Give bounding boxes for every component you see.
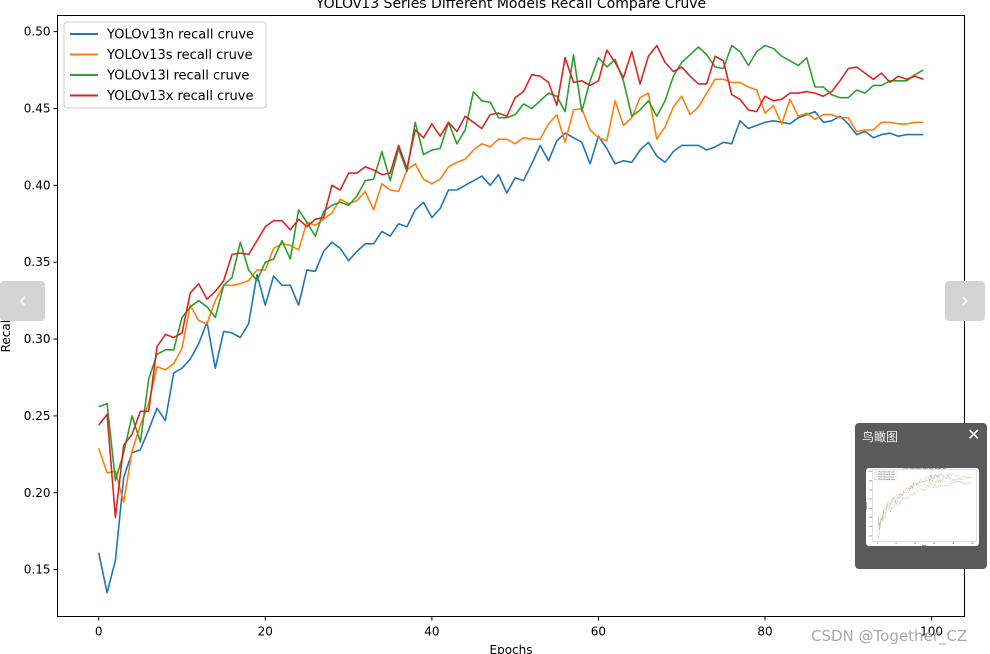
series-line-1 bbox=[97, 78, 924, 503]
y-tick-label: 0.30 bbox=[24, 332, 51, 346]
x-tick-label: 100 bbox=[920, 625, 943, 639]
x-tick-label: 0 bbox=[95, 625, 103, 639]
axis-ticks: 0 20 40 60 80 100 0.15 0.20 0.25 0.30 0.35 0.40 0.45… bbox=[24, 25, 943, 639]
series-line-3 bbox=[98, 44, 924, 519]
y-axis-label: RecallValue bbox=[866, 502, 868, 510]
series-line-3 bbox=[877, 473, 972, 530]
y-tick-label: 0.30 bbox=[869, 508, 872, 510]
y-tick-label: 0.35 bbox=[869, 499, 872, 501]
series-line-2 bbox=[877, 473, 972, 526]
overview-title: 鸟瞰图 bbox=[862, 430, 899, 444]
series-lines bbox=[97, 44, 924, 594]
x-tick-label: 60 bbox=[591, 625, 606, 639]
thumbnail-chart: YOLOv13 Series Different Models Recall C… bbox=[866, 468, 977, 546]
series-line-0 bbox=[97, 110, 924, 594]
x-axis-label: Epochs bbox=[922, 545, 927, 546]
legend-box bbox=[63, 21, 267, 109]
legend-entry: YOLOv13s recall cruve bbox=[106, 48, 253, 63]
legend-entry: YOLOv13x recall cruve bbox=[106, 89, 254, 104]
legend: YOLOv13n recall cruve YOLOv13s recall cru… bbox=[63, 21, 267, 109]
y-tick-label: 0.45 bbox=[869, 480, 872, 482]
previous-image-button[interactable]: ‹ bbox=[0, 281, 45, 321]
x-tick-label: 60 bbox=[933, 543, 935, 545]
x-tick-label: 40 bbox=[914, 543, 916, 545]
y-tick-label: 0.35 bbox=[24, 255, 51, 269]
legend-entry: YOLOv13n recall cruve bbox=[106, 28, 254, 43]
y-tick-label: 0.20 bbox=[869, 526, 872, 528]
y-tick-label: 0.25 bbox=[869, 517, 872, 519]
legend-box bbox=[873, 470, 897, 481]
overview-thumbnail[interactable]: YOLOv13 Series Different Models Recall C… bbox=[866, 468, 979, 546]
chevron-left-icon: ‹ bbox=[18, 288, 27, 312]
x-tick-label: 20 bbox=[895, 543, 897, 545]
axis-ticks: 0 20 40 60 80 100 0.15 0.20 0.25 0.30 0.35 0.40 0.45… bbox=[869, 471, 974, 545]
y-tick-label: 0.25 bbox=[24, 409, 51, 423]
close-icon[interactable]: ✕ bbox=[967, 425, 981, 444]
y-tick-label: 0.15 bbox=[869, 535, 872, 537]
x-axis-label: Epochs bbox=[490, 643, 533, 654]
x-tick-label: 100 bbox=[971, 543, 974, 545]
y-tick-label: 0.15 bbox=[24, 563, 51, 577]
x-tick-label: 0 bbox=[877, 543, 878, 545]
next-image-button[interactable]: › bbox=[945, 281, 985, 321]
x-tick-label: 80 bbox=[952, 543, 954, 545]
y-tick-label: 0.40 bbox=[24, 178, 51, 192]
series-lines bbox=[877, 473, 972, 539]
plot-frame bbox=[872, 469, 977, 542]
y-tick-label: 0.50 bbox=[24, 25, 51, 39]
y-tick-label: 0.40 bbox=[869, 490, 872, 492]
x-tick-label: 80 bbox=[757, 625, 772, 639]
chart-title: YOLOv13 Series Different Models Recall C… bbox=[902, 468, 946, 470]
y-tick-label: 0.45 bbox=[24, 101, 51, 115]
legend-entry: YOLOv13l recall cruve bbox=[106, 69, 249, 84]
y-tick-label: 0.50 bbox=[869, 471, 872, 473]
y-tick-label: 0.20 bbox=[24, 486, 51, 500]
x-tick-label: 40 bbox=[424, 625, 439, 639]
chevron-right-icon: › bbox=[961, 288, 969, 312]
chart-title: YOLOv13 Series Different Models Recall C… bbox=[315, 0, 706, 12]
x-tick-label: 20 bbox=[258, 625, 273, 639]
series-line-1 bbox=[877, 477, 972, 528]
series-line-0 bbox=[877, 481, 972, 539]
overview-panel: 鸟瞰图 ✕ YOLOv13 Series Different Models Re… bbox=[855, 423, 987, 569]
series-line-2 bbox=[98, 44, 924, 482]
watermark: CSDN @Together_CZ bbox=[811, 627, 968, 645]
